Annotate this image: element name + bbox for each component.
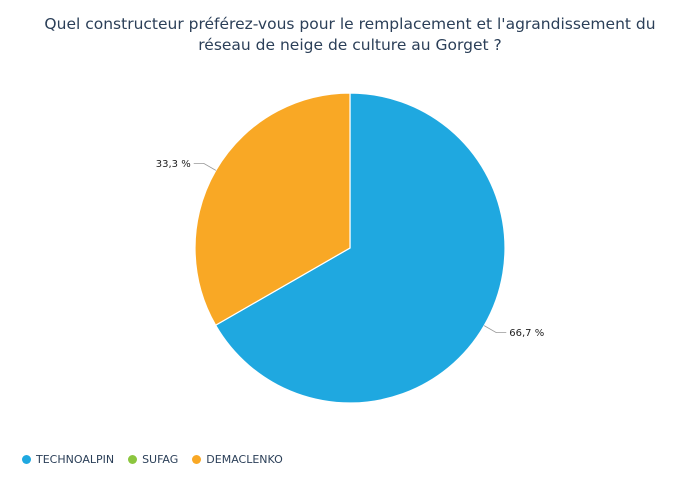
legend-dot-icon <box>192 454 202 464</box>
legend-label: DEMACLENKO <box>206 452 283 466</box>
legend-label: SUFAG <box>142 452 179 466</box>
legend-item-technoalpin[interactable]: TECHNOALPIN <box>22 453 114 466</box>
slice-value-label: 33,3 % <box>156 159 191 170</box>
legend: TECHNOALPIN SUFAG DEMACLENKO <box>22 452 297 466</box>
pie-labels: 66,7 % 33,3 % <box>156 159 544 339</box>
legend-dot-icon <box>22 454 31 464</box>
pie-slices <box>194 92 506 404</box>
legend-item-sufag[interactable]: SUFAG <box>128 453 178 466</box>
slice-value-label: 66,7 % <box>509 328 544 339</box>
legend-label: TECHNOALPIN <box>36 452 115 466</box>
leader-line <box>193 162 217 171</box>
legend-dot-icon <box>128 454 138 464</box>
leader-line <box>483 325 507 334</box>
legend-item-demaclenko[interactable]: DEMACLENKO <box>192 453 283 466</box>
chart-title: Quel constructeur préférez-vous pour le … <box>44 15 656 54</box>
pie-slice-technoalpin[interactable] <box>214 92 506 404</box>
